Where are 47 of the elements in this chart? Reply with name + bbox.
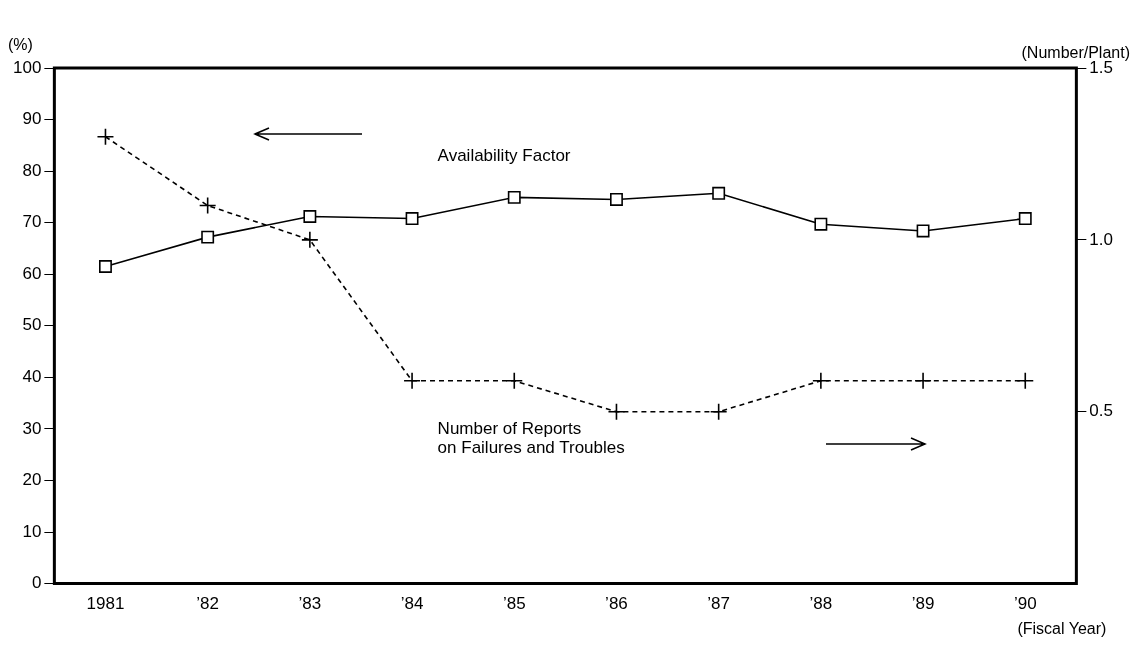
x-tick-label: ’82 (196, 594, 220, 614)
point (99, 260, 112, 273)
point (505, 372, 524, 390)
point (201, 230, 215, 244)
point (403, 372, 421, 390)
series-label: Availability Factor (437, 145, 571, 165)
point (814, 217, 828, 231)
y-tick-label: 20 (22, 470, 42, 490)
y-tick-label: 60 (22, 263, 42, 283)
y-tick-label: 80 (22, 160, 42, 180)
y-tick-label: 30 (22, 418, 42, 438)
point (1018, 212, 1032, 226)
point (712, 186, 726, 200)
x-tick-label: ’86 (605, 594, 628, 614)
point (812, 372, 830, 390)
x-tick-label: 1981 (86, 594, 125, 614)
y-axis-title: (%) (8, 36, 33, 53)
point (914, 372, 932, 390)
point (303, 210, 317, 223)
y-tick-label: 10 (22, 521, 42, 541)
y2-tick-label: 0.5 (1089, 401, 1114, 421)
x-tick-label: ’83 (298, 594, 322, 614)
y-tick-label: 40 (22, 367, 42, 387)
y-tick-label: 90 (22, 109, 42, 129)
point (198, 196, 217, 215)
y-tick-label: 100 (12, 57, 42, 77)
y-tick-label: 50 (22, 315, 42, 335)
y-tick-label: 0 (31, 573, 42, 593)
x-tick-label: ’88 (809, 594, 833, 614)
series-label: Number of Reports on Failures and Troubles (437, 419, 625, 458)
x-tick-label: ’89 (911, 594, 935, 614)
x-tick-label: ’85 (502, 594, 526, 614)
y2-tick-label: 1.0 (1089, 229, 1114, 249)
x-tick-label: ’87 (707, 594, 731, 614)
x-tick-label: ’90 (1013, 594, 1037, 614)
point (405, 212, 419, 226)
point (607, 402, 626, 421)
x-tick-label: ’84 (400, 594, 424, 614)
x-axis-title: (Fiscal Year) (1017, 619, 1107, 637)
point (1016, 372, 1035, 390)
point (610, 193, 623, 206)
point (96, 127, 115, 146)
point (709, 402, 728, 421)
point (301, 231, 319, 249)
point (916, 224, 930, 238)
point (507, 190, 521, 204)
y-tick-label: 70 (22, 212, 42, 232)
